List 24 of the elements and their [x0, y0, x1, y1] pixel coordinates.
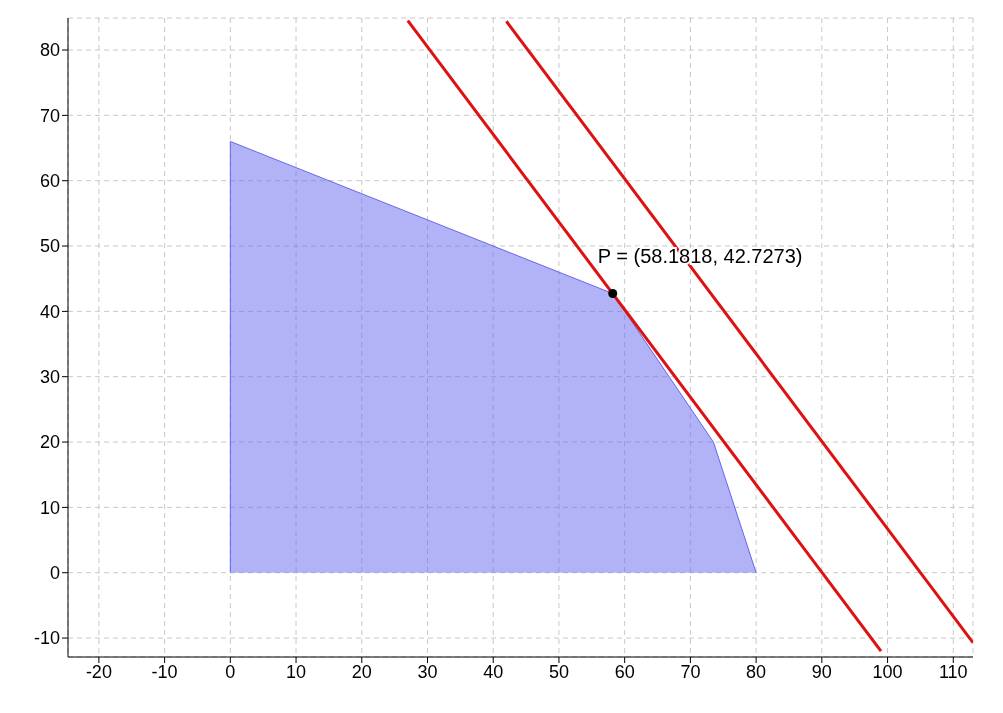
- x-tick-label: 100: [872, 661, 903, 682]
- y-tick-label: 60: [39, 171, 60, 192]
- y-tick-label: 30: [39, 367, 60, 388]
- y-tick-label: 80: [39, 40, 60, 61]
- x-tick-label: 110: [938, 661, 968, 682]
- y-tick-label: 10: [39, 497, 60, 518]
- y-tick-label: 50: [39, 236, 60, 257]
- y-tick-label: 70: [39, 105, 60, 126]
- y-tick-label: 20: [39, 432, 60, 453]
- x-tick-label: -20: [85, 661, 112, 682]
- y-tick-label: 0: [49, 563, 60, 584]
- y-tick-label: 40: [39, 301, 60, 322]
- x-tick-label: 60: [614, 661, 635, 682]
- x-tick-label: 10: [286, 661, 307, 682]
- x-tick-label: 20: [351, 661, 372, 682]
- x-tick-label: 30: [417, 661, 438, 682]
- x-tick-label: 0: [225, 661, 236, 682]
- y-tick-label: -10: [33, 628, 60, 649]
- x-tick-label: 50: [548, 661, 569, 682]
- x-tick-label: 90: [811, 661, 832, 682]
- x-tick-label: -10: [151, 661, 178, 682]
- x-tick-label: 70: [680, 661, 701, 682]
- x-tick-label: 40: [483, 661, 504, 682]
- x-tick-label: 80: [746, 661, 767, 682]
